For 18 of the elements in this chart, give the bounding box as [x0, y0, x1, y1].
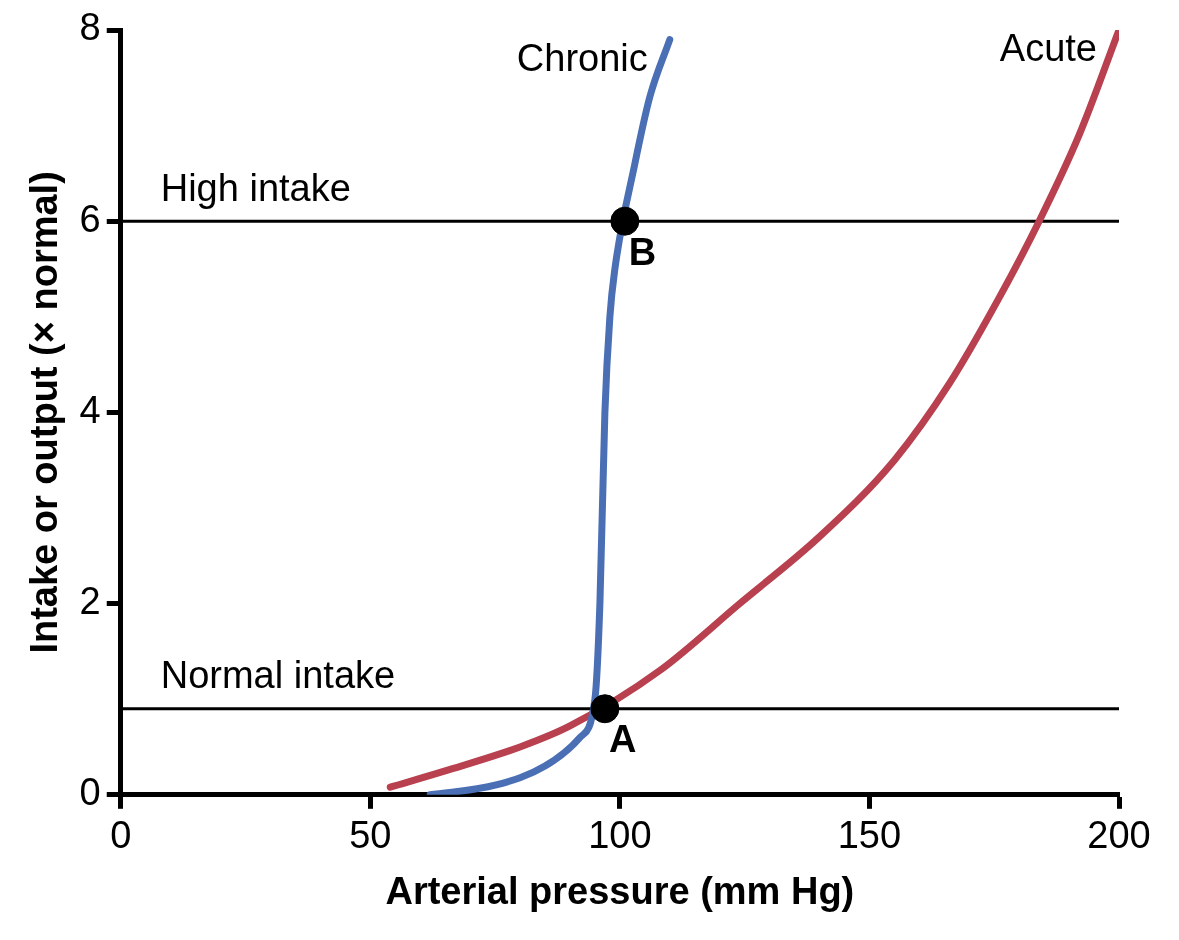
- annotation: B: [628, 230, 657, 273]
- y-tick-label: 4: [79, 388, 101, 431]
- ref-line-label: High intake: [160, 166, 351, 209]
- series-label: Acute: [999, 27, 1097, 70]
- x-tick-label: 150: [837, 814, 902, 857]
- x-axis-title: Arterial pressure (mm Hg): [385, 869, 855, 912]
- y-tick-label: 8: [79, 6, 101, 49]
- series-label: Chronic: [516, 37, 648, 80]
- x-tick-label: 100: [588, 814, 652, 857]
- ref-line-label: Normal intake: [160, 654, 396, 697]
- annotation: A: [608, 718, 637, 761]
- y-tick-label: 6: [79, 197, 101, 240]
- x-tick-label: 50: [349, 814, 392, 857]
- y-axis-title: Intake or output (× normal): [23, 171, 66, 654]
- x-tick-label: 0: [110, 814, 132, 857]
- y-tick-label: 2: [79, 580, 101, 623]
- y-tick-label: 0: [79, 771, 101, 814]
- x-tick-label: 200: [1087, 814, 1151, 857]
